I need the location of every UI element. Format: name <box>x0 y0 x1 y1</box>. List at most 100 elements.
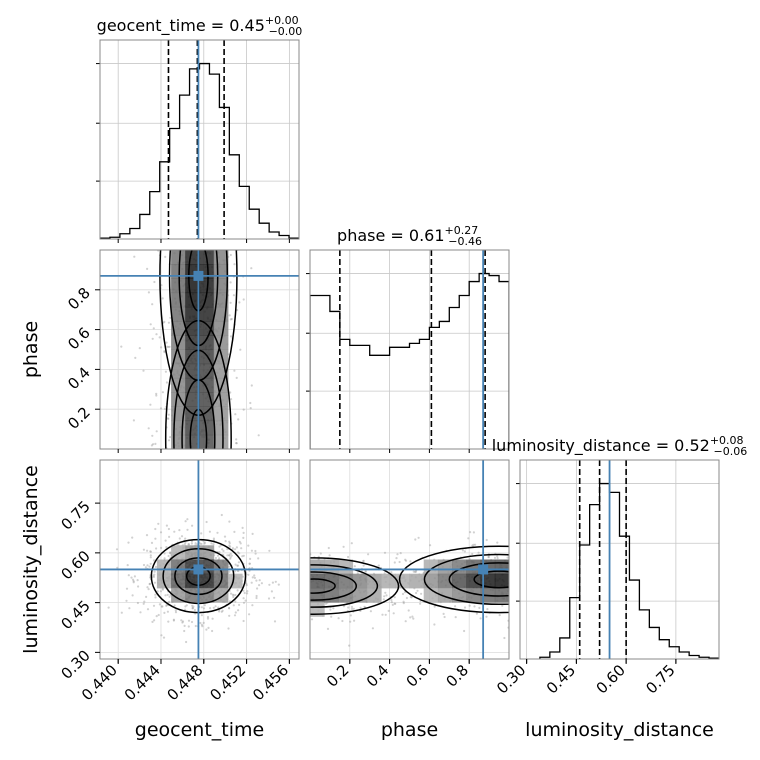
density-cell <box>227 573 243 589</box>
scatter-point <box>220 513 223 517</box>
scatter-point <box>133 255 136 258</box>
scatter-point <box>149 550 152 553</box>
scatter-point <box>200 614 203 617</box>
scatter-point <box>414 538 417 541</box>
joint-inner <box>100 460 299 659</box>
scatter-point <box>377 564 380 567</box>
scatter-point <box>349 614 352 617</box>
scatter-point <box>152 575 156 579</box>
scatter-point <box>155 392 158 395</box>
density-cell <box>423 559 439 575</box>
scatter-point <box>412 617 415 620</box>
scatter-point <box>433 623 436 626</box>
scatter-point <box>487 555 490 559</box>
scatter-point <box>162 636 166 639</box>
scatter-point <box>151 337 154 340</box>
scatter-point <box>369 610 372 613</box>
density-cell <box>480 573 496 589</box>
scatter-point <box>165 341 168 344</box>
scatter-point <box>163 611 166 615</box>
scatter-point <box>255 596 258 600</box>
scatter-point <box>167 321 170 324</box>
contour-line <box>310 578 336 594</box>
scatter-point <box>319 552 322 555</box>
scatter-point <box>253 574 256 577</box>
panel-frame <box>99 249 300 450</box>
scatter-point <box>251 576 254 579</box>
joint-panel-geocent_time-phase <box>99 249 300 450</box>
scatter-point <box>169 552 172 555</box>
scatter-point <box>398 560 401 564</box>
panel-frame <box>309 249 510 450</box>
scatter-point <box>310 618 314 621</box>
scatter-point <box>172 619 175 622</box>
scatter-point <box>383 551 387 554</box>
scatter-point <box>154 537 157 540</box>
scatter-point <box>235 442 238 445</box>
density-cell <box>199 392 215 407</box>
panel-title-geocent_time: geocent_time = 0.45+0.00 −0.00 <box>97 14 303 38</box>
scatter-point <box>350 607 354 611</box>
scatter-point <box>477 551 480 554</box>
scatter-point <box>169 551 172 554</box>
scatter-point <box>164 370 167 373</box>
density-cell <box>310 559 325 575</box>
scatter-point <box>230 317 233 321</box>
scatter-point <box>238 301 241 304</box>
density-cell <box>409 573 425 589</box>
scatter-point <box>183 629 186 633</box>
contour-line <box>448 562 509 597</box>
scatter-point <box>132 419 135 422</box>
scatter-point <box>161 605 164 608</box>
scatter-point <box>205 628 208 631</box>
contour-line <box>473 570 509 589</box>
scatter-point <box>173 604 176 607</box>
scatter-point <box>203 541 206 544</box>
scatter-point <box>487 556 490 559</box>
scatter-point <box>486 608 489 611</box>
scatter-point <box>395 557 398 560</box>
scatter-point <box>200 623 203 626</box>
scatter-point <box>218 610 221 613</box>
scatter-point <box>382 598 385 601</box>
scatter-point <box>237 569 240 573</box>
scatter-point <box>463 629 466 633</box>
scatter-point <box>147 427 150 430</box>
scatter-point <box>493 556 497 560</box>
scatter-point <box>190 542 193 545</box>
scatter-point <box>154 565 157 569</box>
panel-frame <box>99 459 300 660</box>
scatter-point <box>390 571 393 574</box>
scatter-point <box>232 604 235 607</box>
scatter-point <box>409 595 412 599</box>
scatter-point <box>153 573 156 576</box>
scatter-point <box>161 297 164 300</box>
scatter-point <box>148 583 151 586</box>
scatter-point <box>163 350 166 353</box>
scatter-point <box>362 564 365 567</box>
joint-panel-phase-luminosity_distance <box>309 459 510 660</box>
scatter-point <box>155 333 158 336</box>
scatter-point <box>160 346 163 349</box>
density-cell <box>171 278 186 294</box>
scatter-point <box>133 575 136 578</box>
scatter-point <box>236 564 240 567</box>
scatter-point <box>479 617 482 620</box>
scatter-point <box>183 624 186 628</box>
scatter-point <box>155 430 158 433</box>
scatter-point <box>352 607 355 610</box>
scatter-point <box>419 602 422 605</box>
scatter-point <box>131 594 134 597</box>
scatter-point <box>165 524 168 527</box>
scatter-point <box>190 620 194 624</box>
scatter-point <box>158 336 161 339</box>
scatter-point <box>132 581 135 584</box>
scatter-point <box>239 542 242 545</box>
scatter-point <box>157 522 160 525</box>
scatter-point <box>242 408 245 411</box>
scatter-point <box>146 549 149 552</box>
scatter-point <box>206 615 210 619</box>
scatter-point <box>407 609 410 612</box>
scatter-point <box>229 556 232 559</box>
scatter-point <box>169 316 172 319</box>
